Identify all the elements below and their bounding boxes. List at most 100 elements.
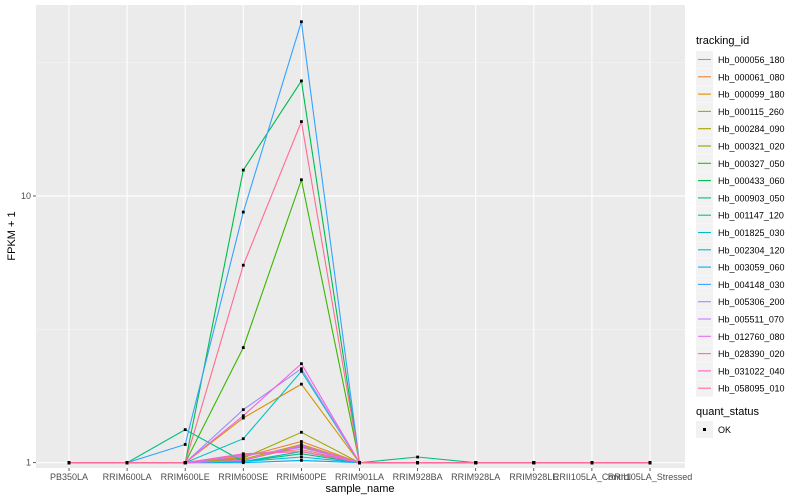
legend-item: Hb_000433_060 <box>696 172 785 190</box>
data-point <box>241 458 245 462</box>
data-point <box>300 448 303 451</box>
legend-label: Hb_002304_120 <box>718 245 785 255</box>
legend-label: Hb_000115_260 <box>718 107 784 117</box>
data-point <box>532 461 536 465</box>
legend-item: Hb_000327_050 <box>696 154 785 172</box>
data-point <box>183 443 187 446</box>
legend-item: Hb_028390_020 <box>696 345 785 363</box>
legend-item: Hb_031022_040 <box>696 362 785 380</box>
legend-label: Hb_000327_050 <box>718 159 785 169</box>
y-axis: 1 10 <box>21 191 36 468</box>
status-legend-item: OK <box>696 421 731 438</box>
legend-label: Hb_000284_090 <box>718 124 785 134</box>
legend-label: Hb_003059_060 <box>718 263 785 273</box>
data-point <box>300 362 303 366</box>
legend-title: tracking_id <box>696 35 749 47</box>
data-point <box>125 461 129 465</box>
data-point <box>300 369 303 373</box>
x-tick-label: RRIM928LA <box>451 472 500 482</box>
data-point <box>241 437 245 441</box>
data-point <box>241 414 245 418</box>
x-tick-label: RRIM600PE <box>276 472 326 482</box>
data-point <box>300 367 303 371</box>
legend-item: Hb_058095_010 <box>696 379 785 397</box>
legend-label: Hb_012760_080 <box>718 332 785 342</box>
data-point <box>241 416 245 420</box>
data-point <box>241 456 245 460</box>
legend-item: Hb_003059_060 <box>696 258 785 276</box>
data-point <box>183 461 187 465</box>
data-point <box>241 408 245 412</box>
data-point <box>300 20 303 24</box>
data-point <box>300 444 303 447</box>
legend-item: Hb_004148_030 <box>696 275 785 293</box>
legend-label: Hb_005511_070 <box>718 315 784 325</box>
data-point <box>300 430 303 434</box>
legend-item: Hb_005306_200 <box>696 293 785 311</box>
data-point <box>241 168 245 172</box>
x-tick-label: RRII105LA_Control <box>553 472 631 482</box>
x-tick-label: RRIM600LA <box>103 472 152 482</box>
legend-item: Hb_000903_050 <box>696 189 785 207</box>
data-point <box>358 461 361 465</box>
legend-item: Hb_012760_080 <box>696 327 785 345</box>
data-point <box>590 461 594 465</box>
legend-label: Hb_004148_030 <box>718 280 785 290</box>
y-axis-title: FPKM + 1 <box>6 211 18 260</box>
data-point <box>183 428 187 432</box>
x-tick-label: RRIM600LE <box>161 472 210 482</box>
legend-label: Hb_028390_020 <box>718 349 785 359</box>
y-tick-label: 1 <box>26 458 31 468</box>
data-point <box>300 450 303 454</box>
status-legend-items: OK <box>696 421 731 438</box>
legend-item: Hb_002304_120 <box>696 241 785 259</box>
x-tick-label: RRIM600SE <box>218 472 268 482</box>
data-point <box>300 382 303 386</box>
data-point <box>300 178 303 182</box>
plot-panel <box>36 5 685 468</box>
legend-items: Hb_000056_180 Hb_000061_080 Hb_000099_180 H… <box>696 51 785 397</box>
data-point <box>241 454 245 458</box>
data-point <box>300 120 303 124</box>
data-point <box>67 461 71 465</box>
legend-item: Hb_000115_260 <box>696 102 784 120</box>
legend-label: Hb_000056_180 <box>718 55 785 65</box>
data-point <box>474 461 478 465</box>
x-tick-label: PB350LA <box>50 472 88 482</box>
data-point <box>300 79 303 83</box>
data-point <box>241 452 245 456</box>
x-tick-label: RRIM901LA <box>335 472 384 482</box>
legend-item: Hb_005511_070 <box>696 310 784 328</box>
x-tick-label: RRII105LA_Stressed <box>608 472 693 482</box>
gridlines <box>36 5 685 468</box>
legend-item: Hb_000061_080 <box>696 68 785 86</box>
legend: tracking_id Hb_000056_180Hb_000061_080Hb… <box>696 35 785 438</box>
status-legend-point <box>703 428 706 431</box>
legend-label: Hb_000433_060 <box>718 176 785 186</box>
x-tick-label: RRIM928LE <box>509 472 558 482</box>
legend-item: Hb_001825_030 <box>696 224 785 241</box>
data-point <box>300 458 303 462</box>
legend-label: Hb_058095_010 <box>718 384 785 394</box>
legend-item: Hb_001147_120 <box>696 206 784 224</box>
legend-item: Hb_000056_180 <box>696 51 785 68</box>
legend-label: Hb_000321_020 <box>718 142 785 152</box>
status-legend-label: OK <box>718 425 731 435</box>
x-tick-label: RRIM928BA <box>393 472 443 482</box>
legend-item: Hb_000099_180 <box>696 85 785 103</box>
data-point <box>241 263 245 267</box>
x-axis: PB350LA RRIM600LA RRIM600LE RRIM600SE RRIM60… <box>50 468 692 482</box>
legend-label: Hb_000099_180 <box>718 90 785 100</box>
data-point <box>241 346 245 350</box>
data-point <box>241 461 245 465</box>
legend-label: Hb_001147_120 <box>718 211 784 221</box>
data-point <box>416 461 419 465</box>
data-point <box>300 440 303 443</box>
x-axis-title: sample_name <box>325 483 394 495</box>
legend-label: Hb_031022_040 <box>718 366 785 376</box>
legend-label: Hb_005306_200 <box>718 297 785 307</box>
data-point <box>300 446 303 449</box>
legend-item: Hb_000284_090 <box>696 120 785 138</box>
y-tick-label: 10 <box>21 191 31 201</box>
